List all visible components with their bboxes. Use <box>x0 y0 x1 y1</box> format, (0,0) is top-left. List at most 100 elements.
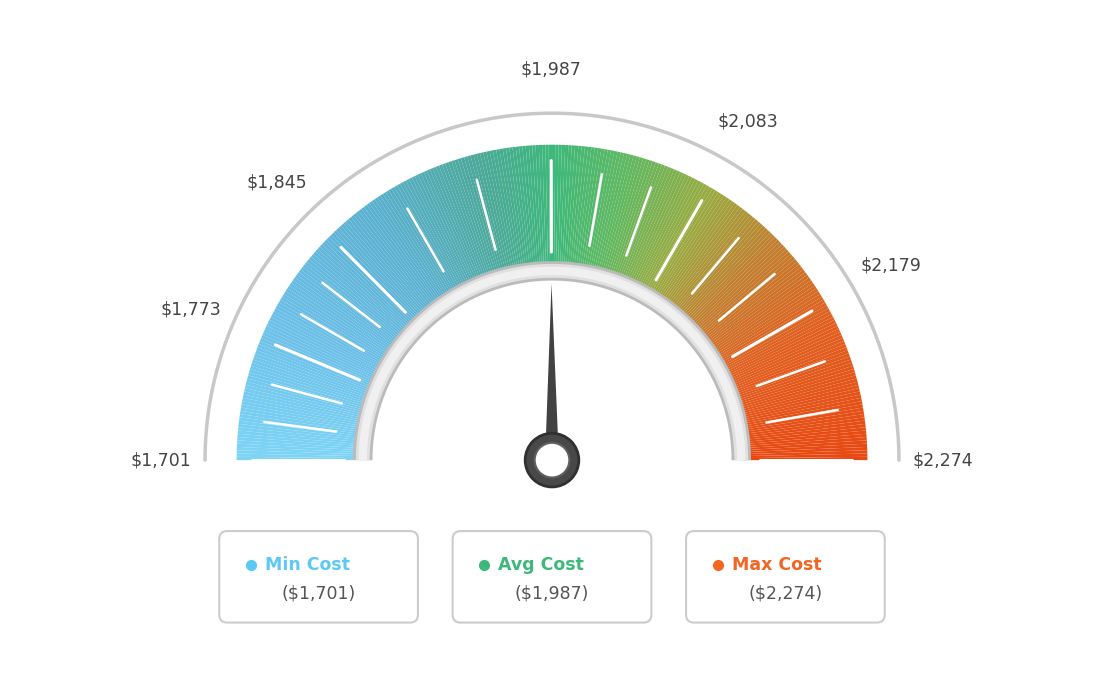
Polygon shape <box>252 359 373 402</box>
Polygon shape <box>635 176 692 290</box>
Polygon shape <box>385 190 454 299</box>
Polygon shape <box>704 272 807 349</box>
Text: $1,701: $1,701 <box>130 451 191 469</box>
Polygon shape <box>529 146 540 271</box>
Polygon shape <box>255 351 374 396</box>
Polygon shape <box>263 332 379 385</box>
Polygon shape <box>607 158 646 279</box>
Polygon shape <box>519 146 534 272</box>
Polygon shape <box>677 224 763 319</box>
Polygon shape <box>264 329 380 383</box>
Polygon shape <box>574 147 592 273</box>
FancyBboxPatch shape <box>453 531 651 622</box>
Polygon shape <box>343 221 428 318</box>
Polygon shape <box>480 152 511 276</box>
Polygon shape <box>712 291 820 360</box>
Polygon shape <box>735 382 858 415</box>
Polygon shape <box>686 237 777 328</box>
Polygon shape <box>392 187 457 297</box>
Polygon shape <box>532 145 542 271</box>
Polygon shape <box>587 150 614 275</box>
Polygon shape <box>499 148 522 273</box>
Polygon shape <box>694 252 790 337</box>
Polygon shape <box>566 146 578 272</box>
Polygon shape <box>236 457 363 460</box>
Polygon shape <box>539 145 546 271</box>
Polygon shape <box>490 150 517 275</box>
Polygon shape <box>740 417 864 436</box>
Polygon shape <box>238 427 364 442</box>
Polygon shape <box>320 244 414 332</box>
Polygon shape <box>284 291 392 360</box>
Polygon shape <box>723 326 839 382</box>
Polygon shape <box>274 308 386 371</box>
Polygon shape <box>739 411 864 433</box>
Polygon shape <box>258 341 376 391</box>
Polygon shape <box>599 155 634 277</box>
Polygon shape <box>618 164 665 284</box>
Polygon shape <box>611 160 652 281</box>
Polygon shape <box>734 375 857 411</box>
Polygon shape <box>383 192 453 300</box>
Polygon shape <box>336 228 424 322</box>
Polygon shape <box>286 288 393 359</box>
Polygon shape <box>357 211 436 312</box>
Polygon shape <box>665 207 743 309</box>
Polygon shape <box>699 262 799 342</box>
Polygon shape <box>696 254 793 338</box>
Polygon shape <box>740 427 866 442</box>
Polygon shape <box>535 145 544 271</box>
Polygon shape <box>374 197 447 304</box>
Polygon shape <box>633 175 689 290</box>
Polygon shape <box>309 257 407 339</box>
Polygon shape <box>545 145 550 271</box>
Polygon shape <box>408 177 468 291</box>
Polygon shape <box>625 169 677 286</box>
Polygon shape <box>718 308 830 371</box>
Polygon shape <box>739 404 863 428</box>
Polygon shape <box>671 215 753 315</box>
Polygon shape <box>253 357 373 400</box>
Polygon shape <box>240 417 364 436</box>
Polygon shape <box>254 353 374 398</box>
Polygon shape <box>580 148 602 273</box>
Polygon shape <box>680 228 768 322</box>
Polygon shape <box>496 149 520 274</box>
Polygon shape <box>605 157 644 279</box>
Polygon shape <box>433 167 482 285</box>
Polygon shape <box>316 249 412 335</box>
Polygon shape <box>638 179 698 293</box>
Polygon shape <box>277 302 389 367</box>
Polygon shape <box>245 385 369 417</box>
Polygon shape <box>697 257 795 339</box>
Polygon shape <box>369 201 444 306</box>
Polygon shape <box>648 188 715 298</box>
Polygon shape <box>522 146 537 272</box>
Polygon shape <box>585 150 612 274</box>
Polygon shape <box>733 369 854 407</box>
Polygon shape <box>417 173 474 289</box>
Polygon shape <box>237 431 363 444</box>
Polygon shape <box>672 217 755 315</box>
Polygon shape <box>562 145 572 271</box>
Polygon shape <box>273 311 385 373</box>
Polygon shape <box>722 320 836 377</box>
Text: ($2,274): ($2,274) <box>749 584 822 602</box>
Polygon shape <box>477 153 509 276</box>
Polygon shape <box>741 444 867 452</box>
Polygon shape <box>725 335 842 387</box>
Polygon shape <box>740 424 866 440</box>
Polygon shape <box>683 233 773 325</box>
Polygon shape <box>554 145 559 271</box>
Polygon shape <box>241 404 365 428</box>
Polygon shape <box>732 363 853 404</box>
Polygon shape <box>241 408 365 431</box>
Polygon shape <box>439 164 486 284</box>
Polygon shape <box>720 314 834 374</box>
Polygon shape <box>240 411 365 433</box>
Polygon shape <box>236 453 363 458</box>
Polygon shape <box>467 155 503 278</box>
Text: Min Cost: Min Cost <box>265 556 350 575</box>
Polygon shape <box>572 146 588 272</box>
Polygon shape <box>668 211 747 312</box>
